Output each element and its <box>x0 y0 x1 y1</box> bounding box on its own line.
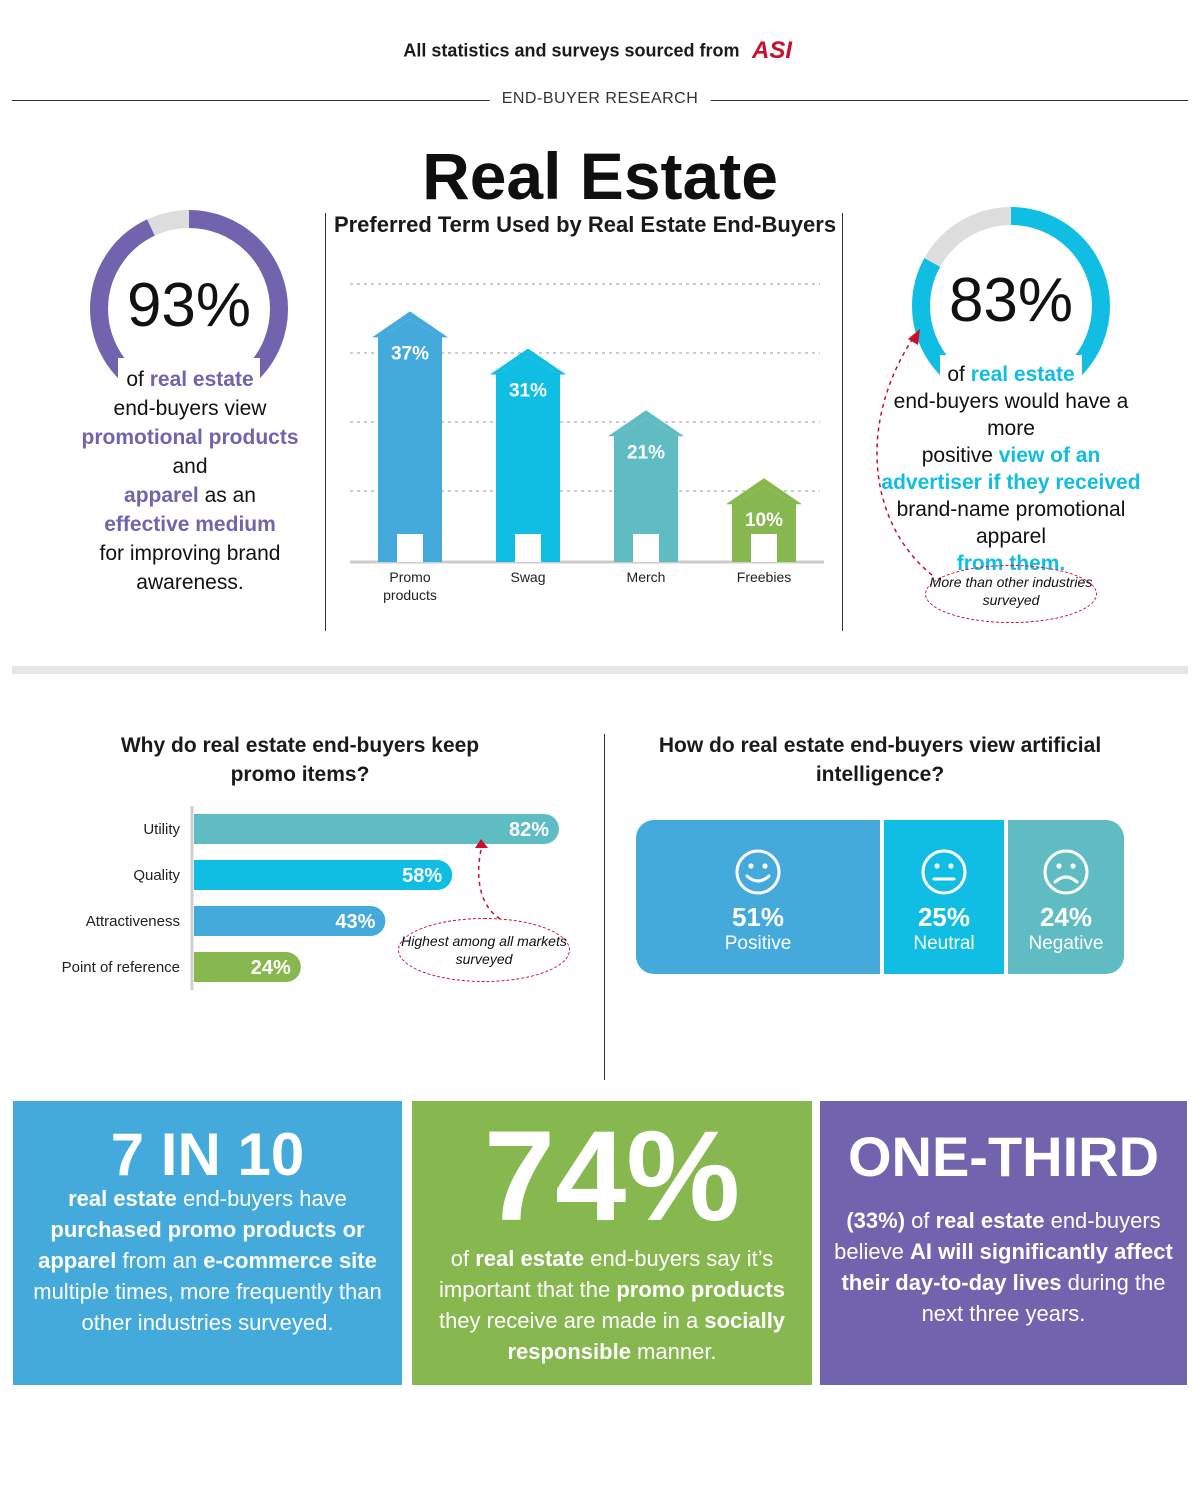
right-note-bubble: More than other industries surveyed <box>925 565 1097 623</box>
ai-segment-positive: 51% Positive <box>636 820 880 974</box>
keep-items-title: Why do real estate end-buyers keep promo… <box>120 734 480 786</box>
stat-panel-2: 74% of real estate end-buyers say it’s im… <box>412 1101 812 1385</box>
hbar-category-label-1: Quality <box>133 867 180 884</box>
bar-1 <box>496 370 560 562</box>
section-separator <box>12 666 1188 674</box>
ai-view-title: How do real estate end-buyers view artif… <box>658 734 1102 786</box>
hbar-1 <box>194 860 453 890</box>
source-credit: All statistics and surveys sourced from … <box>0 36 1200 67</box>
bar-roof-fill-3 <box>732 486 796 505</box>
keep-note-bubble: Highest among all markets surveyed <box>398 918 570 982</box>
smile-icon <box>735 849 781 895</box>
ai-segment-value: 51% <box>731 902 785 932</box>
bar-door-2 <box>633 534 659 562</box>
bar-door-1 <box>515 534 541 562</box>
neutral-face-icon <box>921 849 967 895</box>
right-stat-text: of real estate end-buyers would have a m… <box>881 363 1141 575</box>
keep-items-bar-chart: 82% Utility 58% Quality 43% Attractiveness 24%… <box>62 806 559 990</box>
bar-door-0 <box>397 534 423 562</box>
ai-segment-value: 24% <box>1039 902 1093 932</box>
category-label-0: products <box>383 587 437 603</box>
right-note-arrow <box>876 329 933 576</box>
ai-segment-label: Negative <box>1028 933 1104 954</box>
bar-value-label-1: 31% <box>509 380 547 401</box>
ring-text-mask <box>118 358 260 410</box>
stat-panel-body: real estate end-buyers have purchased pr… <box>33 1186 382 1335</box>
stat-panel-headline: 74% <box>483 1105 741 1248</box>
divider-right <box>842 213 843 631</box>
category-label-2: Merch <box>627 569 666 585</box>
hbar-value-label-3: 24% <box>251 957 291 979</box>
bar-value-label-2: 21% <box>627 442 665 463</box>
right-stat-ring: 83% <box>910 205 1112 407</box>
bar-roof-fill-2 <box>614 418 678 437</box>
keep-note-arrow <box>475 839 503 921</box>
left-stat-value: 93% <box>126 271 252 340</box>
category-label-1: Swag <box>510 569 545 585</box>
bar-value-label-3: 10% <box>745 510 783 531</box>
bar-roof-2 <box>608 410 684 437</box>
bar-chart-title: Preferred Term Used by Real Estate End-B… <box>333 212 837 237</box>
divider-left <box>325 213 326 631</box>
stat-panel-3: ONE-THIRD (33%) of real estate end-buyers… <box>820 1101 1187 1385</box>
hbar-value-label-1: 58% <box>402 865 442 887</box>
frown-icon <box>1043 849 1089 895</box>
category-label-0: Promo <box>389 569 430 585</box>
page-title: Real Estate <box>422 139 778 213</box>
bar-roof-0 <box>372 311 448 338</box>
hbar-2 <box>194 906 386 936</box>
eyebrow-label: END-BUYER RESEARCH <box>489 90 711 108</box>
eyebrow-rule: END-BUYER RESEARCH <box>12 90 1188 110</box>
preferred-term-bar-chart: 37% Promo products 31% Swag 21% Merch 10% Freebi… <box>350 283 824 603</box>
left-stat-text: of real estate end-buyers view promotion… <box>81 368 299 594</box>
asi-logo: ASI <box>751 36 797 67</box>
ai-segment-label: Positive <box>724 933 792 954</box>
bar-roof-1 <box>490 348 566 375</box>
hbar-category-label-2: Attractiveness <box>86 913 180 930</box>
bar-value-label-0: 37% <box>391 343 429 364</box>
ring-text-mask <box>940 355 1082 407</box>
bar-door-3 <box>751 534 777 562</box>
asi-logo-text: ASI <box>751 37 793 62</box>
ai-segment-neutral: 25% Neutral <box>884 820 1004 974</box>
category-label-3: Freebies <box>737 569 791 585</box>
ai-segment-label: Neutral <box>913 933 975 954</box>
divider-middle <box>604 734 605 1080</box>
source-text: All statistics and surveys sourced from <box>403 40 740 61</box>
bar-roof-fill-0 <box>378 319 442 338</box>
stat-panel-headline: 7 IN 10 <box>110 1121 305 1188</box>
right-stat-value: 83% <box>948 266 1074 335</box>
hbar-value-label-2: 43% <box>335 911 375 933</box>
stat-panel-body: of real estate end-buyers say it’s impor… <box>438 1246 786 1364</box>
hbar-3 <box>194 952 301 982</box>
left-stat-ring: 93% <box>88 208 290 410</box>
hbar-category-label-3: Point of reference <box>62 959 180 976</box>
hbar-value-label-0: 82% <box>509 819 549 841</box>
stat-panel-body: (33%) of real estate end-buyers believe … <box>834 1208 1173 1326</box>
bar-roof-3 <box>726 478 802 505</box>
bar-roof-fill-1 <box>496 356 560 375</box>
bar-0 <box>378 333 442 562</box>
ai-segment-value: 25% <box>917 902 971 932</box>
left-ring-graphic <box>90 210 288 410</box>
hbar-0 <box>194 814 559 844</box>
stat-panel-headline: ONE-THIRD <box>847 1125 1160 1188</box>
ai-segment-negative: 24% Negative <box>1008 820 1124 974</box>
stat-panel-1: 7 IN 10 real estate end-buyers have purch… <box>13 1101 402 1385</box>
hbar-category-label-0: Utility <box>143 821 180 838</box>
right-ring-graphic <box>912 207 1110 407</box>
